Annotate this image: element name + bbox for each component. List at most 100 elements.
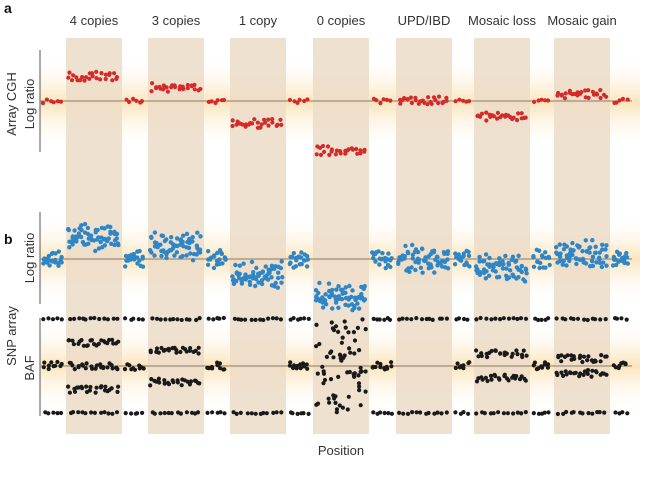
point — [243, 277, 248, 282]
point — [398, 101, 403, 106]
point — [461, 251, 466, 256]
point — [571, 316, 576, 322]
point — [413, 247, 419, 252]
point — [546, 255, 552, 261]
point — [524, 353, 529, 358]
point — [320, 305, 326, 310]
point — [401, 411, 406, 416]
point — [515, 316, 520, 322]
point — [76, 365, 81, 370]
point — [578, 91, 583, 96]
point — [510, 116, 515, 122]
point — [82, 242, 87, 247]
point — [184, 349, 189, 354]
point — [590, 411, 595, 416]
point — [382, 317, 387, 322]
point — [453, 251, 458, 256]
point — [238, 410, 243, 415]
point — [478, 315, 483, 321]
point — [416, 260, 421, 265]
point — [219, 251, 224, 256]
point — [477, 259, 482, 264]
point — [515, 352, 520, 357]
point — [194, 252, 199, 257]
point — [414, 316, 419, 321]
point — [419, 317, 425, 322]
point — [293, 264, 298, 269]
point — [82, 221, 88, 227]
point — [555, 372, 560, 378]
point — [535, 259, 540, 264]
point — [334, 148, 339, 153]
point — [590, 368, 595, 373]
point — [510, 272, 515, 277]
point — [305, 97, 310, 102]
panel-label-a: a — [4, 0, 12, 16]
point — [260, 269, 266, 274]
point — [290, 411, 295, 416]
point — [347, 346, 352, 351]
point — [110, 78, 115, 83]
point — [574, 261, 579, 267]
point — [40, 101, 46, 106]
point — [625, 261, 630, 266]
point — [445, 251, 450, 256]
point — [164, 252, 169, 257]
point — [148, 383, 153, 388]
point — [305, 257, 311, 262]
point — [321, 381, 326, 386]
point — [137, 248, 142, 254]
point — [79, 338, 84, 343]
point — [555, 411, 561, 417]
point — [299, 261, 304, 267]
point — [162, 238, 168, 244]
point — [243, 124, 248, 129]
category-labels: 4 copies 3 copies 1 copy 0 copies UPD/IBD Mos… — [70, 13, 617, 28]
point — [444, 95, 449, 100]
point — [557, 254, 563, 259]
point — [461, 363, 466, 368]
point — [190, 235, 195, 240]
point — [322, 377, 328, 383]
point — [515, 118, 520, 123]
point — [161, 87, 166, 92]
point — [89, 410, 94, 415]
point — [175, 317, 180, 322]
point — [336, 305, 341, 310]
point — [489, 377, 494, 382]
point — [88, 233, 94, 239]
point — [355, 151, 360, 156]
point — [435, 410, 440, 415]
point — [599, 264, 605, 270]
point — [617, 98, 622, 103]
point — [603, 247, 608, 252]
point — [347, 283, 352, 289]
point — [546, 316, 551, 321]
point — [206, 316, 211, 321]
point — [519, 352, 525, 357]
point — [114, 365, 119, 370]
point — [453, 365, 458, 371]
point — [165, 89, 170, 94]
point — [542, 362, 547, 367]
point — [435, 255, 440, 260]
point — [53, 363, 58, 368]
point — [352, 305, 357, 311]
point — [171, 317, 176, 322]
point — [351, 372, 356, 377]
point — [490, 268, 496, 273]
point — [590, 238, 595, 243]
point — [539, 317, 544, 322]
point — [55, 316, 60, 321]
point — [76, 410, 81, 415]
point — [187, 236, 192, 242]
point — [209, 99, 214, 104]
point — [188, 251, 193, 256]
point — [331, 328, 337, 333]
point — [563, 317, 568, 322]
point — [180, 253, 185, 259]
point — [115, 241, 121, 246]
point — [564, 244, 570, 249]
point — [187, 317, 192, 322]
point — [230, 118, 235, 123]
